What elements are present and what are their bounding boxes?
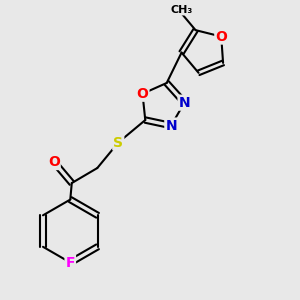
Text: N: N <box>178 96 190 110</box>
Text: O: O <box>136 87 148 101</box>
Text: F: F <box>65 256 75 270</box>
Text: O: O <box>48 155 60 169</box>
Text: CH₃: CH₃ <box>171 4 193 15</box>
Text: S: S <box>113 136 123 150</box>
Text: O: O <box>215 29 227 44</box>
Text: N: N <box>165 118 177 133</box>
